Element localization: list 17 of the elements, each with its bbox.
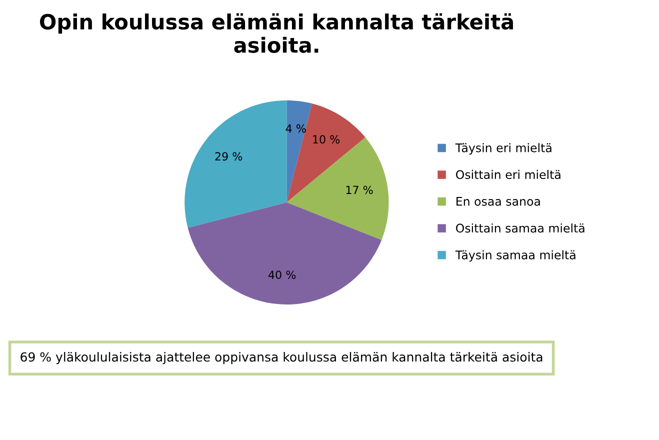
- data-label: 10 %: [313, 135, 340, 144]
- data-label: 17 %: [346, 186, 373, 194]
- pie-slice: [286, 137, 389, 240]
- legend-label: En osaa sanoa: [456, 197, 540, 206]
- pie-slice: [286, 100, 312, 202]
- data-label: 4 %: [286, 124, 306, 133]
- legend-label: Täysin eri mieltä: [455, 143, 552, 155]
- pie-slice: [184, 100, 287, 228]
- pie-slice: [286, 104, 366, 202]
- legend-label: Osittain samaa mieltä: [456, 223, 584, 233]
- legend-label: Osittain eri mieltä: [456, 170, 560, 180]
- data-label: 40 %: [268, 270, 296, 279]
- chart-title: Opin koulussa elämäni kannalta tärkeitä asioita.: [40, 13, 513, 53]
- text: 69 % yläkoululaisista ajattelee oppivansa koulussa elämän kannalta tärkeitä asioita: [20, 352, 542, 364]
- data-label: 29 %: [215, 152, 242, 161]
- legend-label: Täysin samaa mieltä: [455, 250, 576, 262]
- pie-slice: [188, 202, 382, 304]
